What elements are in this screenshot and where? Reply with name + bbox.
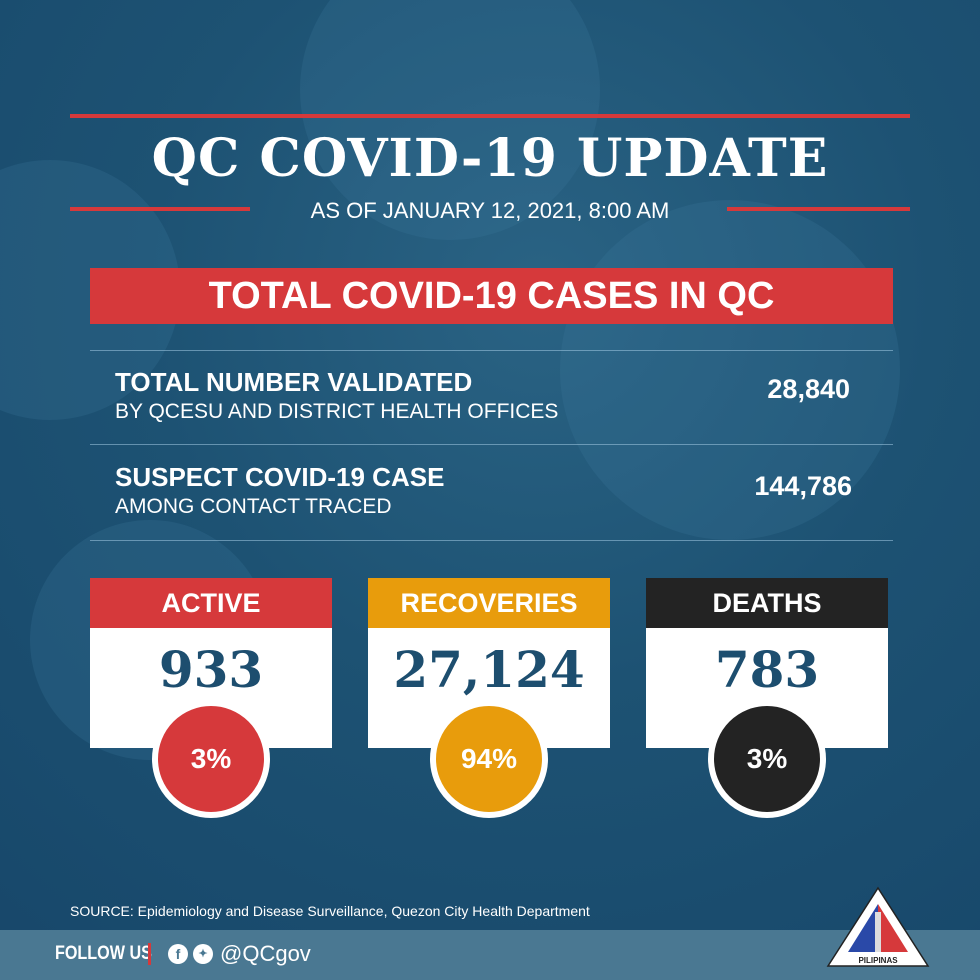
- recoveries-percent-badge: 94%: [430, 700, 548, 818]
- facebook-icon[interactable]: f: [168, 944, 188, 964]
- section-banner: TOTAL COVID-19 CASES IN QC: [90, 268, 893, 324]
- divider: [90, 350, 893, 351]
- quezon-city-seal-logo: PILIPINAS: [826, 886, 930, 967]
- active-percent-badge: 3%: [152, 700, 270, 818]
- deaths-percent-badge: 3%: [708, 700, 826, 818]
- card-value: 783: [714, 640, 820, 699]
- card-header: RECOVERIES: [368, 578, 610, 628]
- card-header: ACTIVE: [90, 578, 332, 628]
- card-value: 933: [158, 640, 264, 699]
- row-value: 144,786: [754, 471, 852, 501]
- deaths-card: DEATHS 783: [646, 578, 888, 748]
- virus-decoration: [300, 0, 600, 240]
- divider-line: [70, 207, 250, 211]
- social-handle[interactable]: @QCgov: [220, 941, 311, 966]
- card-value: 27,124: [393, 640, 585, 699]
- divider: [90, 444, 893, 445]
- row-label: SUSPECT COVID-19 CASE: [115, 462, 445, 492]
- svg-text:PILIPINAS: PILIPINAS: [858, 956, 898, 965]
- active-card: ACTIVE 933: [90, 578, 332, 748]
- footer-bar: [0, 930, 980, 980]
- divider-line: [727, 207, 910, 211]
- twitter-icon[interactable]: ✦: [193, 944, 213, 964]
- divider: [90, 540, 893, 541]
- card-header: DEATHS: [646, 578, 888, 628]
- page-title: QC COVID-19 UPDATE: [151, 128, 829, 189]
- separator: [148, 943, 151, 965]
- virus-decoration: [560, 200, 900, 540]
- source-note: SOURCE: Epidemiology and Disease Surveil…: [70, 903, 590, 919]
- divider-line: [70, 114, 910, 118]
- date-subtitle: AS OF JANUARY 12, 2021, 8:00 AM: [310, 198, 670, 223]
- row-value: 28,840: [767, 374, 850, 404]
- follow-us-label: FOLLOW US: [55, 943, 152, 964]
- row-label: TOTAL NUMBER VALIDATED: [115, 367, 473, 397]
- row-sublabel: AMONG CONTACT TRACED: [115, 495, 392, 518]
- row-sublabel: BY QCESU AND DISTRICT HEALTH OFFICES: [115, 400, 559, 423]
